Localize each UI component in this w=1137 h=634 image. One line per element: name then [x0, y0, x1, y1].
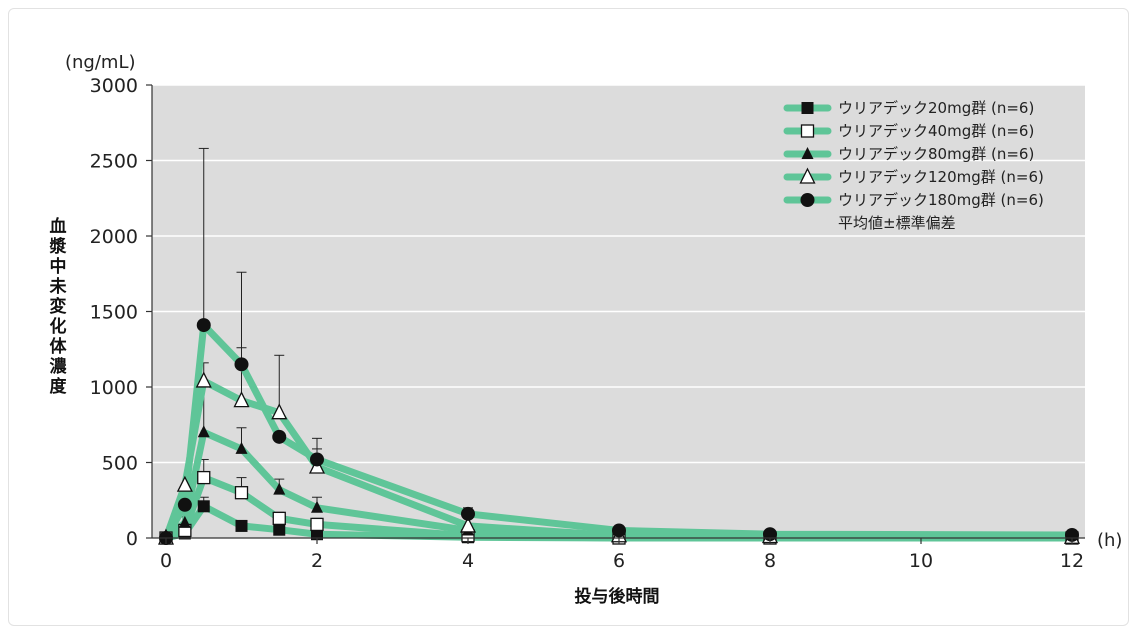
x-tick-label: 0: [160, 550, 172, 572]
series-line: [162, 321, 1076, 542]
marker-filled-triangle: [235, 441, 248, 454]
y-axis-title-char: 濃: [50, 356, 68, 377]
series-markers: [157, 318, 1081, 545]
marker-open-triangle: [176, 475, 193, 492]
marker-open-square: [800, 124, 815, 138]
legend-label: ウリアデック180mg群 (n=6): [838, 191, 1044, 209]
legend-note: 平均値±標準偏差: [838, 214, 956, 232]
marker-filled-triangle: [273, 482, 286, 495]
y-axis-title-char: 血: [50, 216, 67, 237]
marker-filled-circle: [800, 193, 815, 207]
x-tick-label: 6: [613, 550, 625, 572]
y-axis-title-char: 中: [50, 256, 67, 277]
y-axis-unit: (ng/mL): [65, 52, 136, 73]
x-axis-unit: (h): [1097, 530, 1122, 551]
x-tick-label: 10: [909, 550, 933, 572]
gridlines: [152, 84, 1085, 464]
marker-filled-triangle: [801, 147, 814, 159]
marker-filled-circle: [461, 506, 475, 521]
y-tick-label: 0: [126, 528, 138, 550]
y-tick-label: 3000: [90, 75, 138, 97]
marker-filled-circle: [177, 497, 192, 512]
y-axis-title-char: 化: [50, 316, 67, 337]
y-axis-title-char: 未: [49, 276, 67, 297]
marker-open-triangle: [233, 391, 250, 408]
marker-open-square: [197, 470, 211, 485]
marker-open-triangle: [459, 516, 477, 533]
marker-filled-circle: [234, 357, 249, 372]
x-tick-label: 8: [764, 550, 776, 572]
marker-filled-square: [311, 528, 323, 541]
x-tick-label: 2: [311, 550, 323, 572]
y-tick-label: 2500: [90, 151, 138, 173]
y-tick-label: 500: [102, 453, 138, 475]
marker-filled-square: [801, 102, 814, 114]
y-axis-title-char: 漿: [49, 236, 67, 257]
x-tick-label: 12: [1060, 550, 1084, 572]
marker-filled-circle: [196, 318, 211, 333]
legend-label: ウリアデック120mg群 (n=6): [838, 168, 1044, 186]
x-tick-label: 4: [462, 550, 474, 572]
y-tick-label: 1500: [90, 302, 138, 324]
y-tick-label: 2000: [90, 226, 138, 248]
legend-label: ウリアデック40mg群 (n=6): [838, 122, 1034, 140]
y-tick-label: 1000: [90, 377, 138, 399]
marker-filled-triangle: [311, 500, 323, 513]
marker-open-triangle: [799, 167, 816, 184]
y-axis-title-char: 度: [50, 376, 68, 397]
marker-filled-square: [273, 523, 286, 536]
marker-open-triangle: [195, 371, 212, 388]
legend-label: ウリアデック20mg群 (n=6): [838, 99, 1034, 117]
marker-open-square: [234, 486, 249, 500]
x-axis-title: 投与後時間: [575, 586, 660, 607]
legend: ウリアデック20mg群 (n=6) ウリアデック40mg群 (n=6) ウリアデック…: [783, 99, 1044, 232]
marker-open-square: [310, 517, 324, 532]
marker-open-square: [272, 511, 286, 526]
y-axis-title-char: 変: [50, 296, 67, 317]
y-axis-title-char: 体: [50, 336, 68, 357]
marker-filled-triangle: [197, 425, 210, 438]
tick-labels: 0 500 1000 1500 2000 2500 3000 0 2 4 6 8 10 12: [90, 75, 1084, 572]
legend-label: ウリアデック80mg群 (n=6): [838, 145, 1034, 163]
marker-open-triangle: [271, 403, 288, 420]
marker-filled-square: [197, 500, 210, 513]
marker-filled-triangle: [178, 515, 191, 528]
marker-filled-circle: [310, 452, 324, 467]
marker-filled-square: [235, 519, 248, 532]
axes: [146, 84, 1085, 544]
marker-filled-circle: [272, 429, 287, 444]
marker-filled-circle: [612, 523, 626, 538]
